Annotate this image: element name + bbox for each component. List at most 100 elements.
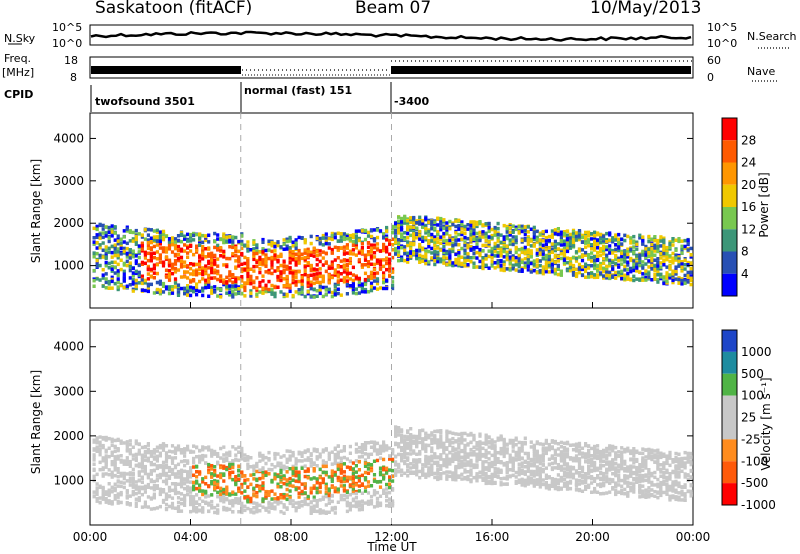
heatmap-cell [502, 244, 506, 249]
heatmap-cell [267, 239, 271, 243]
heatmap-cell [400, 235, 404, 239]
heatmap-cell [372, 286, 377, 290]
heatmap-cell [445, 256, 449, 260]
heatmap-cell [324, 460, 328, 465]
heatmap-cell [210, 276, 214, 280]
heatmap-cell [544, 253, 548, 258]
heatmap-cell [186, 232, 190, 237]
heatmap-cell [324, 464, 328, 469]
heatmap-cell [550, 242, 554, 246]
heatmap-cell [623, 252, 627, 256]
heatmap-cell [152, 468, 156, 473]
heatmap-cell [225, 487, 229, 491]
heatmap-cell [318, 467, 322, 472]
heatmap-cell [571, 239, 576, 244]
heatmap-cell [161, 229, 166, 234]
heatmap-cell [671, 251, 675, 256]
heatmap-cell [158, 253, 162, 257]
heatmap-cell [134, 228, 138, 233]
heatmap-cell [213, 473, 217, 477]
heatmap-cell [95, 246, 99, 250]
heatmap-cell [662, 248, 666, 252]
heatmap-cell [125, 229, 129, 233]
heatmap-cell [167, 262, 172, 267]
heatmap-cell [372, 473, 377, 477]
cpid-segment-2: normal (fast) 151 [244, 84, 353, 97]
heatmap-cell [635, 240, 639, 244]
heatmap-cell [282, 268, 286, 273]
heatmap-cell [149, 449, 153, 454]
heatmap-cell [207, 294, 211, 298]
heatmap-cell [213, 449, 217, 454]
heatmap-cell [562, 251, 567, 256]
heatmap-cell [448, 260, 452, 264]
heatmap-cell [309, 253, 313, 257]
heatmap-cell [635, 262, 639, 266]
heatmap-cell [285, 284, 289, 288]
heatmap-cell [671, 280, 675, 285]
heatmap-cell [252, 510, 256, 515]
heatmap-cell [116, 285, 120, 289]
heatmap-cell [418, 221, 422, 225]
heatmap-cell [297, 248, 301, 253]
heatmap-cell [158, 487, 162, 491]
heatmap-cell [360, 265, 364, 269]
heatmap-cell [339, 239, 343, 243]
heatmap-cell [173, 279, 178, 283]
heatmap-cell [490, 246, 494, 251]
heatmap-cell [149, 246, 153, 250]
heatmap-cell [577, 262, 582, 267]
heatmap-cell [192, 286, 196, 290]
heatmap-cell [152, 251, 156, 255]
heatmap-cell [511, 267, 515, 271]
heatmap-cell [626, 260, 630, 264]
heatmap-cell [382, 449, 386, 453]
heatmap-cell [602, 234, 606, 238]
heatmap-cell [333, 452, 337, 457]
heatmap-cell [481, 243, 485, 248]
heatmap-cell [629, 236, 633, 240]
heatmap-cell [378, 448, 383, 452]
heatmap-cell [216, 460, 220, 465]
heatmap-cell [351, 248, 355, 252]
heatmap-cell [92, 477, 96, 481]
heatmap-cell [258, 485, 262, 490]
heatmap-cell [532, 232, 536, 236]
heatmap-cell [351, 243, 355, 248]
heatmap-cell [119, 454, 123, 458]
heatmap-cell [345, 503, 349, 507]
nsky-panel [89, 24, 694, 46]
heatmap-cell [526, 264, 530, 268]
heatmap-cell [140, 233, 144, 237]
heatmap-cell [614, 247, 618, 252]
heatmap-cell [128, 268, 132, 273]
heatmap-cell [201, 489, 205, 493]
heatmap-cell [415, 254, 419, 259]
heatmap-cell [550, 247, 554, 251]
heatmap-cell [502, 237, 506, 242]
heatmap-cell [155, 236, 159, 240]
heatmap-cell [246, 498, 250, 502]
heatmap-cell [436, 240, 440, 245]
heatmap-cell [173, 277, 178, 281]
heatmap-cell [406, 243, 410, 248]
heatmap-cell [237, 445, 241, 450]
heatmap-cell [442, 239, 446, 243]
heatmap-cell [650, 244, 654, 249]
heatmap-cell [336, 287, 340, 291]
heatmap-cell [584, 230, 588, 235]
heatmap-cell [357, 474, 361, 479]
heatmap-cell [134, 484, 138, 488]
heatmap-cell [170, 496, 175, 500]
heatmap-cell [131, 254, 135, 259]
heatmap-cell [222, 281, 226, 285]
heatmap-cell [158, 234, 162, 238]
heatmap-cell [412, 230, 416, 234]
heatmap-cell [252, 506, 256, 510]
heatmap-cell [255, 245, 259, 250]
heatmap-cell [95, 482, 99, 486]
heatmap-cell [378, 494, 383, 498]
heatmap-cell [345, 246, 349, 250]
heatmap-cell [487, 254, 491, 259]
heatmap-cell [605, 245, 609, 249]
